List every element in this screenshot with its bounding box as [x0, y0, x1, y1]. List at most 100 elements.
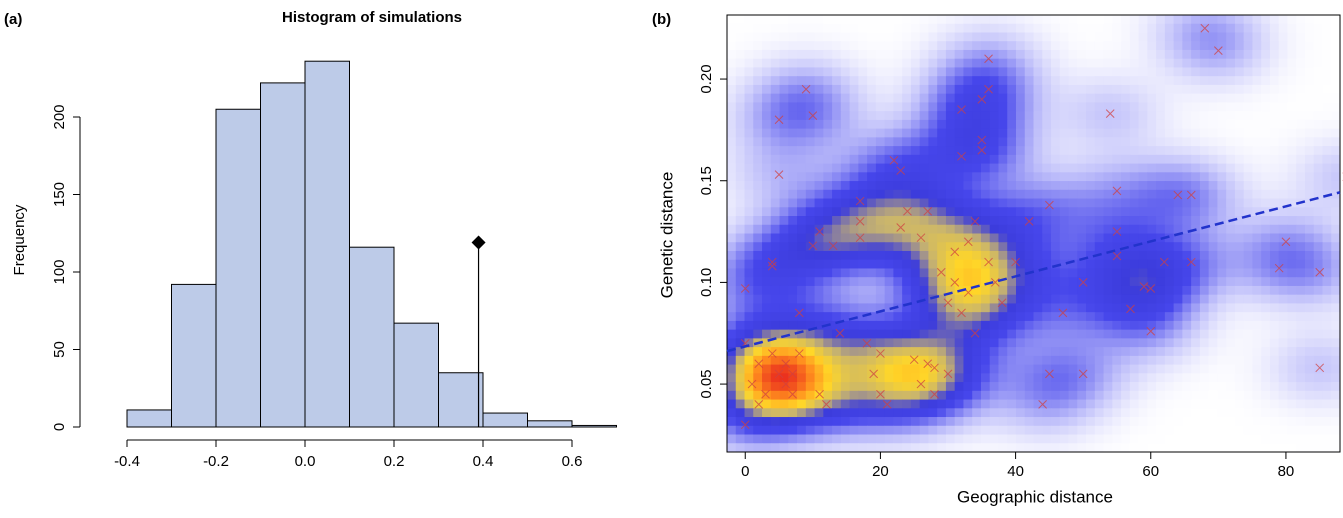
- density-cell: [911, 41, 920, 50]
- density-cell: [1077, 15, 1086, 24]
- density-cell: [1042, 365, 1051, 374]
- density-cell: [998, 286, 1007, 295]
- density-cell: [832, 155, 841, 164]
- density-cell: [963, 137, 972, 146]
- density-cell: [1287, 373, 1296, 382]
- density-cell: [1226, 391, 1235, 400]
- density-cell: [797, 251, 806, 260]
- density-cell: [1025, 391, 1034, 400]
- density-cell: [920, 443, 929, 452]
- density-cell: [806, 111, 815, 120]
- density-cell: [1165, 32, 1174, 41]
- density-cell: [972, 15, 981, 24]
- density-cell: [1235, 76, 1244, 85]
- density-cell: [815, 181, 824, 190]
- density-cell: [963, 172, 972, 181]
- density-cell: [797, 277, 806, 286]
- density-cell: [806, 129, 815, 138]
- density-cell: [1191, 277, 1200, 286]
- density-cell: [806, 435, 815, 444]
- density-cell: [998, 102, 1007, 111]
- density-cell: [981, 15, 990, 24]
- density-cell: [1270, 338, 1279, 347]
- x-tick-label: -0.4: [114, 453, 140, 470]
- density-cell: [1331, 164, 1340, 173]
- density-cell: [1095, 120, 1104, 129]
- density-cell: [1007, 312, 1016, 321]
- density-cell: [762, 15, 771, 24]
- density-cell: [1095, 286, 1104, 295]
- density-cell: [753, 435, 762, 444]
- density-cell: [928, 199, 937, 208]
- density-cell: [920, 417, 929, 426]
- density-cell: [788, 50, 797, 59]
- density-cell: [832, 391, 841, 400]
- density-cell: [1244, 417, 1253, 426]
- density-cell: [1156, 129, 1165, 138]
- density-cell: [1226, 260, 1235, 269]
- density-cell: [1331, 50, 1340, 59]
- density-cell: [745, 356, 754, 365]
- density-cell: [1034, 164, 1043, 173]
- density-cell: [858, 426, 867, 435]
- density-cell: [780, 129, 789, 138]
- density-cell: [815, 435, 824, 444]
- density-cell: [981, 435, 990, 444]
- density-cell: [946, 435, 955, 444]
- density-cell: [753, 234, 762, 243]
- density-cell: [1042, 312, 1051, 321]
- density-cell: [1147, 356, 1156, 365]
- density-cell: [1287, 85, 1296, 94]
- density-cell: [788, 85, 797, 94]
- density-cell: [1191, 50, 1200, 59]
- density-cell: [745, 443, 754, 452]
- density-cell: [1252, 443, 1261, 452]
- density-cell: [902, 190, 911, 199]
- density-cell: [1191, 85, 1200, 94]
- density-cell: [1095, 24, 1104, 33]
- density-cell: [797, 443, 806, 452]
- density-cell: [788, 111, 797, 120]
- density-cell: [1121, 67, 1130, 76]
- density-cell: [1156, 338, 1165, 347]
- density-cell: [946, 199, 955, 208]
- density-cell: [1244, 347, 1253, 356]
- density-cell: [1121, 76, 1130, 85]
- density-cell: [1296, 32, 1305, 41]
- density-cell: [788, 251, 797, 260]
- density-cell: [1086, 400, 1095, 409]
- density-cell: [885, 67, 894, 76]
- density-cell: [788, 199, 797, 208]
- density-cell: [1287, 365, 1296, 374]
- density-cell: [1042, 67, 1051, 76]
- density-cell: [727, 164, 736, 173]
- density-cell: [998, 199, 1007, 208]
- density-cell: [867, 347, 876, 356]
- density-cell: [1279, 94, 1288, 103]
- density-cell: [1226, 137, 1235, 146]
- density-cell: [990, 32, 999, 41]
- density-cell: [1060, 260, 1069, 269]
- density-cell: [823, 373, 832, 382]
- density-cell: [1121, 94, 1130, 103]
- density-cell: [1322, 234, 1331, 243]
- density-cell: [1261, 251, 1270, 260]
- density-cell: [893, 312, 902, 321]
- density-cell: [1287, 190, 1296, 199]
- density-cell: [1086, 50, 1095, 59]
- density-cell: [1209, 102, 1218, 111]
- density-cell: [1077, 164, 1086, 173]
- density-cell: [911, 443, 920, 452]
- density-cell: [745, 164, 754, 173]
- density-cell: [1226, 330, 1235, 339]
- density-cell: [850, 347, 859, 356]
- density-cell: [902, 225, 911, 234]
- density-cell: [1209, 50, 1218, 59]
- density-cell: [806, 146, 815, 155]
- density-cell: [972, 129, 981, 138]
- density-cell: [1191, 137, 1200, 146]
- density-cell: [1217, 260, 1226, 269]
- density-cell: [981, 111, 990, 120]
- density-cell: [1261, 382, 1270, 391]
- density-cell: [1296, 15, 1305, 24]
